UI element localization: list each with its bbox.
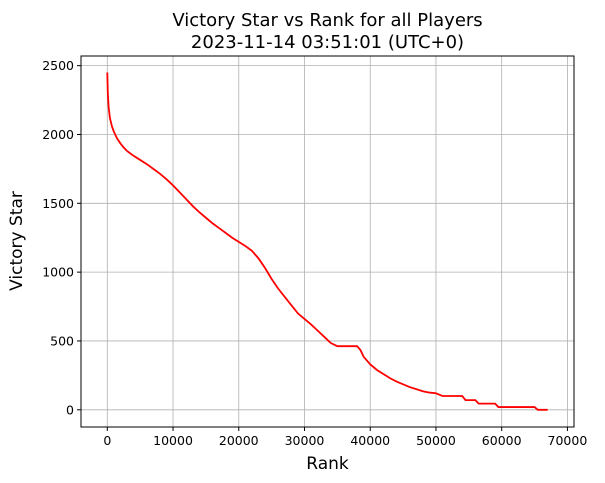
chart-subtitle: 2023-11-14 03:51:01 (UTC+0) [191,32,464,53]
x-tick-label: 60000 [482,433,522,448]
y-tick-label: 1000 [42,265,74,280]
y-axis-ticks: 0 500 1000 1500 2000 2500 [42,58,81,417]
x-tick-label: 30000 [285,433,325,448]
y-tick-label: 1500 [42,196,74,211]
y-axis-label: Victory Star [7,191,27,291]
y-tick-label: 2000 [42,127,74,142]
plot-frame [80,55,575,428]
x-tick-label: 0 [103,433,111,448]
x-tick-label: 40000 [350,433,390,448]
x-axis-ticks: 0 10000 20000 30000 40000 50000 60000 70000 [103,427,587,448]
y-tick-label: 500 [50,333,74,348]
x-tick-label: 20000 [219,433,259,448]
x-tick-label: 50000 [416,433,456,448]
x-axis-label: Rank [306,454,349,474]
x-tick-label: 70000 [548,433,588,448]
chart-title: Victory Star vs Rank for all Players [172,10,482,31]
x-tick-label: 10000 [153,433,193,448]
y-tick-label: 0 [66,402,74,417]
series-line [106,72,548,411]
grid [81,56,574,427]
y-tick-label: 2500 [42,58,74,73]
